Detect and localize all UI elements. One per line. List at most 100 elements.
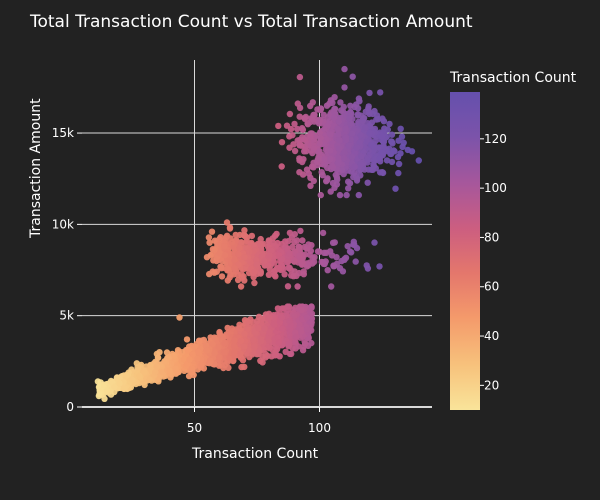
y-tick-label: 5k bbox=[59, 309, 74, 323]
data-point bbox=[274, 334, 281, 341]
data-point bbox=[227, 271, 234, 278]
data-point bbox=[194, 355, 201, 362]
data-point bbox=[196, 338, 203, 345]
data-point bbox=[328, 162, 336, 170]
data-point bbox=[329, 239, 337, 246]
data-point bbox=[314, 161, 321, 169]
data-point bbox=[236, 321, 243, 328]
data-point bbox=[316, 248, 323, 255]
data-point bbox=[300, 271, 307, 278]
data-point bbox=[216, 249, 223, 257]
data-point bbox=[296, 73, 304, 81]
data-point bbox=[371, 107, 378, 115]
data-point bbox=[351, 163, 358, 170]
data-point bbox=[206, 239, 213, 246]
data-point bbox=[261, 325, 268, 332]
data-point bbox=[241, 277, 248, 284]
data-point bbox=[388, 131, 396, 138]
data-point bbox=[211, 246, 218, 254]
data-point bbox=[266, 314, 273, 321]
data-point bbox=[178, 349, 186, 356]
data-point bbox=[379, 169, 386, 176]
data-point bbox=[345, 178, 352, 185]
data-point bbox=[328, 252, 336, 259]
data-point bbox=[331, 184, 338, 191]
data-point bbox=[321, 141, 328, 148]
data-point bbox=[286, 350, 294, 358]
data-point bbox=[395, 169, 402, 177]
data-point bbox=[195, 348, 202, 356]
data-point bbox=[278, 139, 286, 146]
data-point bbox=[279, 325, 286, 332]
data-point bbox=[379, 115, 386, 122]
data-point bbox=[327, 155, 334, 163]
data-point bbox=[391, 148, 398, 155]
data-point bbox=[336, 145, 343, 152]
data-point bbox=[298, 316, 306, 323]
data-point bbox=[319, 229, 327, 237]
data-point bbox=[266, 328, 273, 336]
data-point bbox=[303, 326, 311, 333]
data-point bbox=[370, 162, 378, 170]
data-point bbox=[364, 179, 371, 186]
data-point bbox=[250, 336, 257, 343]
data-point bbox=[209, 268, 216, 275]
data-point bbox=[256, 240, 264, 247]
data-point bbox=[327, 131, 334, 138]
data-point bbox=[224, 277, 231, 284]
data-point bbox=[153, 363, 161, 370]
data-point bbox=[291, 147, 299, 155]
data-point bbox=[331, 94, 338, 101]
data-point bbox=[218, 273, 226, 280]
data-point bbox=[324, 164, 331, 171]
data-point bbox=[339, 268, 347, 275]
data-point bbox=[246, 319, 253, 327]
data-point bbox=[246, 346, 253, 353]
data-point bbox=[318, 169, 325, 176]
data-point bbox=[246, 248, 253, 255]
data-point bbox=[128, 376, 136, 383]
data-point bbox=[371, 239, 378, 246]
data-point bbox=[327, 147, 334, 154]
data-point bbox=[332, 171, 339, 179]
colorbar-title: Transaction Count bbox=[450, 70, 577, 86]
data-point bbox=[209, 340, 216, 348]
data-point bbox=[345, 142, 352, 149]
colorbar-gradient bbox=[450, 92, 480, 410]
data-point bbox=[111, 383, 118, 391]
data-point bbox=[306, 251, 313, 258]
data-point bbox=[355, 191, 362, 199]
data-point bbox=[221, 339, 228, 347]
data-point bbox=[296, 157, 303, 164]
data-point bbox=[320, 111, 327, 119]
data-point bbox=[107, 391, 115, 398]
data-point bbox=[206, 360, 213, 367]
data-point bbox=[141, 381, 148, 389]
data-point bbox=[357, 131, 364, 139]
data-point bbox=[251, 344, 258, 351]
data-point bbox=[316, 139, 323, 147]
data-point bbox=[342, 134, 350, 141]
data-point bbox=[219, 333, 226, 341]
data-point bbox=[343, 191, 350, 199]
data-point bbox=[264, 262, 272, 269]
data-point bbox=[353, 144, 361, 151]
data-point bbox=[171, 352, 178, 360]
data-point bbox=[285, 343, 292, 350]
data-point bbox=[349, 73, 356, 80]
data-point bbox=[202, 342, 210, 349]
data-point bbox=[298, 125, 306, 132]
data-point bbox=[306, 259, 313, 266]
y-axis-label: Transaction Amount bbox=[28, 98, 44, 238]
data-point bbox=[231, 265, 238, 272]
data-point bbox=[347, 136, 354, 143]
data-point bbox=[358, 153, 365, 160]
data-point bbox=[276, 353, 283, 360]
data-point bbox=[238, 337, 245, 344]
data-point bbox=[296, 252, 303, 259]
data-point bbox=[366, 129, 373, 137]
data-point bbox=[123, 372, 130, 379]
data-point bbox=[215, 343, 222, 351]
data-point bbox=[291, 268, 298, 275]
